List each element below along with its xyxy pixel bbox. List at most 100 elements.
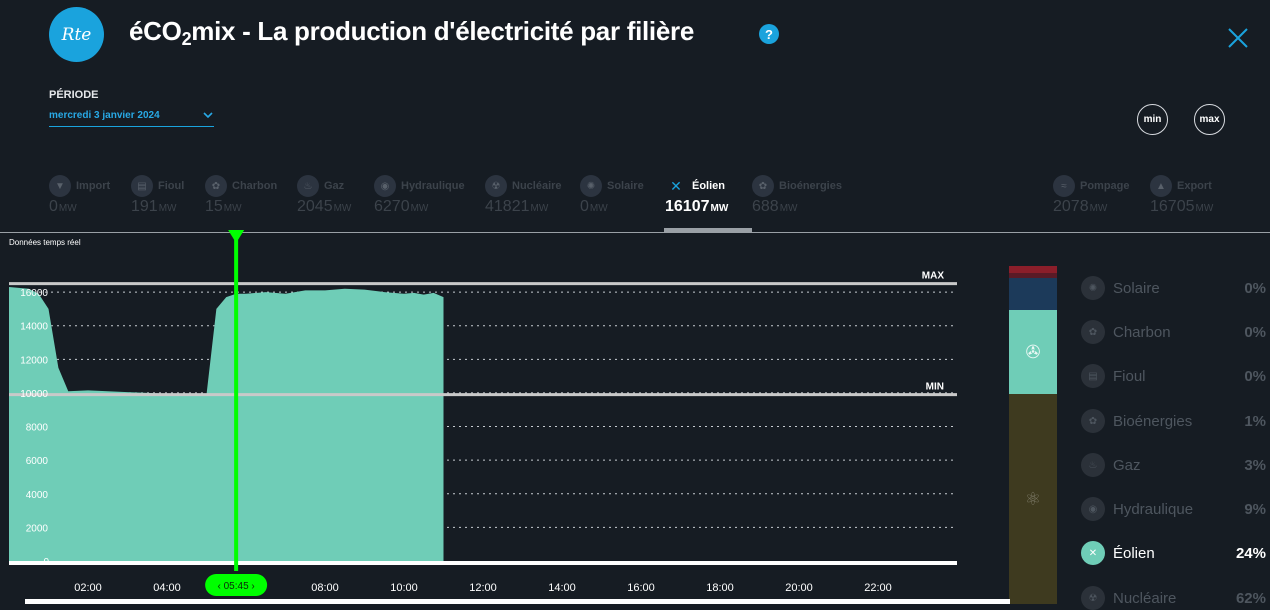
eolien-area xyxy=(9,287,444,561)
nucleaire-icon: ☢ xyxy=(1081,586,1105,610)
filiere-tab-bioénergies[interactable]: ✿ Bioénergies 688MW xyxy=(752,175,842,216)
filiere-tab-solaire[interactable]: ✺ Solaire 0MW xyxy=(580,175,644,216)
stack-segment-hydraulique[interactable] xyxy=(1009,277,1057,310)
solaire-icon: ✺ xyxy=(1081,276,1105,300)
page-title: éCO2mix - La production d'électricité pa… xyxy=(129,16,694,49)
legend-item-solaire[interactable]: ✺ Solaire 0% xyxy=(1081,276,1266,300)
filiere-name: Fioul xyxy=(158,180,185,192)
filiere-name: Pompage xyxy=(1080,180,1130,192)
filiere-value: 16705MW xyxy=(1150,198,1214,215)
legend-pct: 0% xyxy=(1244,367,1266,385)
help-icon[interactable]: ? xyxy=(759,24,779,44)
close-icon[interactable] xyxy=(1226,26,1250,50)
bottom-strip xyxy=(25,599,1010,604)
production-chart[interactable]: MAX MIN 0 2000 4000 6000 8000 10000 12000 14000 16… xyxy=(0,226,1000,604)
filiere-name: Éolien xyxy=(692,180,726,192)
y-tick-label: 6000 xyxy=(26,456,49,467)
filiere-tab-gaz[interactable]: ♨ Gaz 2045MW xyxy=(297,175,351,216)
legend-pct: 3% xyxy=(1244,456,1266,474)
filiere-value: 6270MW xyxy=(374,198,429,215)
charbon-icon: ✿ xyxy=(205,175,227,197)
filiere-name: Export xyxy=(1177,180,1212,192)
solaire-icon: ✺ xyxy=(580,175,602,197)
bioenergies-icon: ✿ xyxy=(752,175,774,197)
eolien-icon: ✕ xyxy=(670,177,682,194)
max-button[interactable]: max xyxy=(1194,104,1225,135)
max-line-label: MAX xyxy=(922,271,945,282)
filiere-value: 16107MW xyxy=(665,198,729,215)
import-icon: ▼ xyxy=(49,175,71,197)
filiere-value: 0MW xyxy=(580,198,608,215)
legend-pct: 62% xyxy=(1235,589,1266,607)
chevron-down-icon xyxy=(203,112,213,119)
x-tick-label: 12:00 xyxy=(469,582,497,594)
x-tick-label: 16:00 xyxy=(627,582,655,594)
gaz-icon: ♨ xyxy=(297,175,319,197)
filiere-value: 191MW xyxy=(131,198,177,215)
x-tick-label: 22:00 xyxy=(864,582,892,594)
charbon-icon: ✿ xyxy=(1081,320,1105,344)
period-value: mercredi 3 janvier 2024 xyxy=(49,110,160,121)
filiere-value: 15MW xyxy=(205,198,242,215)
filiere-tab-hydraulique[interactable]: ◉ Hydraulique 6270MW xyxy=(374,175,465,216)
filiere-name: Import xyxy=(76,180,111,192)
cursor-time-badge[interactable] xyxy=(205,574,268,596)
min-line-label: MIN xyxy=(926,382,944,393)
filiere-tab-nucléaire[interactable]: ☢ Nucléaire 41821MW xyxy=(485,175,562,216)
filiere-name: Solaire xyxy=(607,180,644,192)
gaz-icon: ♨ xyxy=(1081,453,1105,477)
share-stack-bar: ✇ ⚛ xyxy=(1009,266,1057,604)
filiere-tab-fioul[interactable]: ▤ Fioul 191MW xyxy=(131,175,184,216)
x-tick-label: 08:00 xyxy=(311,582,339,594)
rte-logo[interactable]: Rte xyxy=(49,7,104,62)
legend-name: Fioul xyxy=(1113,367,1146,385)
x-tick-label: 14:00 xyxy=(548,582,576,594)
filiere-value: 41821MW xyxy=(485,198,549,215)
eolien-icon: ✕ xyxy=(1081,541,1105,565)
nuclear-icon: ⚛ xyxy=(1024,488,1042,509)
legend-pct: 9% xyxy=(1244,500,1266,518)
filiere-tab-import[interactable]: ▼ Import 0MW xyxy=(49,175,110,216)
y-tick-label: 14000 xyxy=(20,322,48,333)
period-select[interactable]: mercredi 3 janvier 2024 xyxy=(49,110,214,127)
legend-name: Éolien xyxy=(1113,544,1155,562)
hydraulique-icon: ◉ xyxy=(374,175,396,197)
y-tick-label: 0 xyxy=(43,557,49,568)
filiere-tab-éolien[interactable]: ✕ Éolien 16107MW xyxy=(665,175,728,216)
legend-name: Hydraulique xyxy=(1113,500,1194,518)
legend-item-fioul[interactable]: ▤ Fioul 0% xyxy=(1081,364,1266,388)
legend-item-éolien[interactable]: ✕ Éolien 24% xyxy=(1081,541,1266,565)
stack-segment-éolien[interactable]: ✇ xyxy=(1009,309,1057,395)
x-tick-label: 18:00 xyxy=(706,582,734,594)
min-button[interactable]: min xyxy=(1137,104,1168,135)
legend-name: Nucléaire xyxy=(1113,589,1177,607)
fioul-icon: ▤ xyxy=(131,175,153,197)
legend-name: Bioénergies xyxy=(1113,412,1193,430)
stack-segment-export[interactable] xyxy=(1009,266,1057,273)
fioul-icon: ▤ xyxy=(1081,364,1105,388)
export-icon: ▲ xyxy=(1150,175,1172,197)
filiere-value: 688MW xyxy=(752,198,798,215)
x-tick-label: 02:00 xyxy=(74,582,102,594)
stack-segment-gaz[interactable] xyxy=(1009,272,1057,278)
legend-item-nucléaire[interactable]: ☢ Nucléaire 62% xyxy=(1081,586,1266,610)
legend-name: Solaire xyxy=(1113,279,1160,297)
cursor-handle-icon[interactable] xyxy=(228,230,245,243)
x-axis-baseline xyxy=(9,561,957,565)
cursor-time-label: ‹ 05:45 › xyxy=(218,581,255,592)
legend-item-gaz[interactable]: ♨ Gaz 3% xyxy=(1081,453,1266,477)
filiere-tab-charbon[interactable]: ✿ Charbon 15MW xyxy=(205,175,277,216)
stack-segment-nucléaire[interactable]: ⚛ xyxy=(1009,394,1057,604)
y-tick-label: 12000 xyxy=(20,355,48,366)
legend-item-hydraulique[interactable]: ◉ Hydraulique 9% xyxy=(1081,497,1266,521)
legend-item-bioénergies[interactable]: ✿ Bioénergies 1% xyxy=(1081,409,1266,433)
legend-name: Charbon xyxy=(1113,323,1171,341)
x-tick-label: 10:00 xyxy=(390,582,418,594)
legend-item-charbon[interactable]: ✿ Charbon 0% xyxy=(1081,320,1266,344)
active-tab-underline xyxy=(664,228,752,232)
legend-pct: 1% xyxy=(1244,412,1266,430)
y-tick-label: 2000 xyxy=(26,523,49,534)
filiere-tab-export[interactable]: ▲ Export 16705MW xyxy=(1150,175,1213,216)
filiere-tab-pompage[interactable]: ≈ Pompage 2078MW xyxy=(1053,175,1130,216)
y-tick-label: 16000 xyxy=(20,288,48,299)
